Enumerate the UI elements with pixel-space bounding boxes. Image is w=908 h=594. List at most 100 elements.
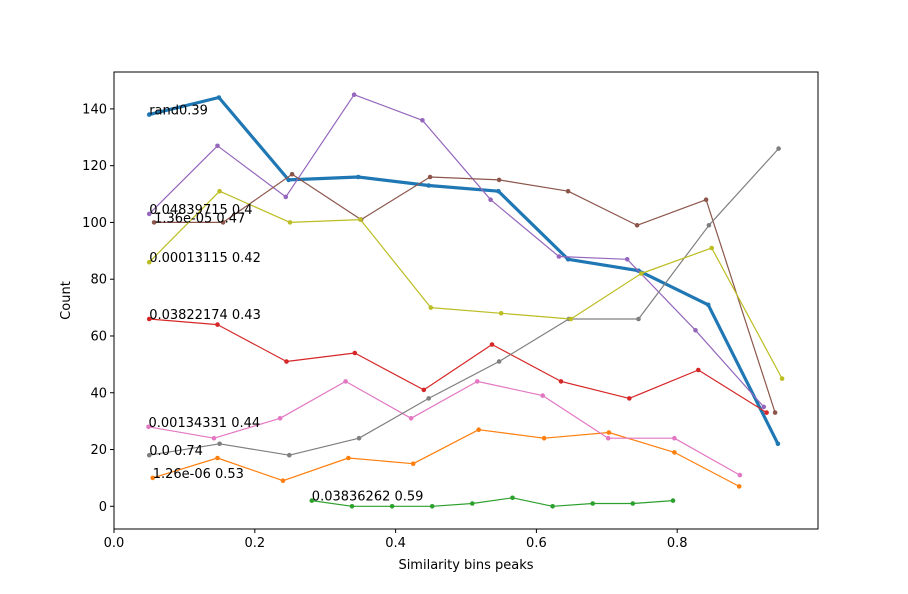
data-point [776, 146, 781, 151]
data-point [476, 427, 482, 433]
data-point [146, 112, 152, 117]
data-point [351, 92, 357, 97]
data-point [389, 504, 395, 509]
data-point [672, 450, 677, 455]
series-line [311, 497, 674, 507]
data-point [498, 311, 504, 316]
series-annotation: 1.36e-05 0.47 [154, 211, 245, 226]
data-point [277, 416, 283, 421]
x-axis-ticks: 0.0 0.2 0.4 0.6 0.8 [104, 529, 688, 551]
data-point [772, 410, 778, 415]
data-point [146, 316, 152, 322]
y-tick-label: 60 [90, 329, 107, 344]
annotations: rand0.39 1.26e-06 0.53 0.03836262 0.59 0.03… [149, 104, 424, 505]
data-point [356, 174, 361, 180]
data-point [672, 435, 677, 441]
series-line [149, 318, 767, 414]
data-point [565, 188, 571, 194]
series-annotation: 0.00013115 0.42 [149, 251, 261, 266]
y-tick-label: 0 [99, 500, 107, 515]
series-annotation: 0.03836262 0.59 [312, 490, 424, 505]
data-point [558, 379, 564, 384]
series-annotation: 0.00134331 0.44 [149, 416, 261, 431]
y-tick-label: 100 [82, 216, 107, 231]
data-point [280, 478, 286, 484]
y-axis-label: Count [59, 281, 74, 320]
x-tick-label: 0.8 [667, 536, 688, 551]
series-3 [146, 316, 769, 415]
data-point [541, 435, 547, 441]
data-point [215, 455, 220, 461]
data-point [408, 416, 414, 421]
series-line [154, 173, 776, 413]
data-point [151, 220, 157, 225]
axes-frame [113, 71, 819, 530]
data-point [736, 484, 742, 489]
data-point [627, 396, 632, 401]
series-annotation: 0.03822174 0.43 [149, 308, 261, 323]
data-point [150, 475, 155, 481]
data-point [779, 376, 785, 381]
series-annotation: rand0.39 [149, 104, 208, 119]
data-point [510, 495, 515, 501]
data-point [428, 305, 434, 310]
data-point [761, 404, 767, 410]
data-point [356, 435, 362, 441]
data-point [737, 472, 743, 478]
data-point [636, 316, 641, 322]
series-6 [146, 379, 743, 478]
y-tick-label: 40 [90, 386, 107, 401]
data-point [496, 188, 501, 194]
data-point [639, 271, 644, 276]
series-annotation: 0.04839715 0.4 [149, 203, 252, 218]
data-point [693, 328, 698, 333]
data-point [211, 435, 217, 441]
data-point [420, 118, 425, 123]
data-point [215, 322, 220, 327]
data-point [220, 220, 226, 225]
data-point [287, 220, 293, 225]
series-1 [150, 427, 742, 489]
series-line [148, 190, 783, 379]
data-point [489, 342, 495, 347]
data-point [703, 197, 709, 202]
data-point [556, 254, 562, 259]
data-point [427, 174, 433, 180]
data-point [426, 396, 432, 401]
data-point [630, 501, 636, 506]
data-point [146, 424, 151, 430]
y-axis-ticks: 0 20 40 60 80 100 120 140 [82, 102, 114, 515]
data-point [764, 410, 769, 415]
data-point [358, 217, 363, 222]
data-point [709, 245, 714, 251]
data-point [550, 504, 555, 509]
x-tick-label: 0.4 [385, 536, 406, 551]
data-point [284, 359, 289, 364]
data-point [706, 223, 712, 228]
series-7 [146, 146, 781, 458]
series-line [148, 380, 741, 476]
data-point [346, 455, 351, 461]
series-line [148, 95, 780, 445]
data-point [352, 350, 358, 356]
data-point [775, 441, 781, 447]
data-point [421, 387, 427, 393]
data-point [475, 379, 480, 384]
data-point [429, 504, 435, 509]
data-point [470, 501, 475, 506]
x-axis-label: Similarity bins peaks [398, 558, 533, 573]
y-tick-label: 80 [90, 273, 107, 288]
series-0 [146, 95, 781, 447]
data-point [696, 367, 701, 373]
data-point [426, 183, 432, 188]
data-point [287, 452, 292, 458]
series-8 [146, 188, 785, 381]
x-tick-label: 0.2 [244, 536, 265, 551]
data-point [496, 177, 502, 183]
series-4 [146, 92, 767, 410]
data-point [705, 302, 711, 308]
series-2 [309, 495, 676, 509]
series-line [148, 94, 765, 408]
series-line [149, 148, 780, 456]
data-point [624, 257, 630, 262]
